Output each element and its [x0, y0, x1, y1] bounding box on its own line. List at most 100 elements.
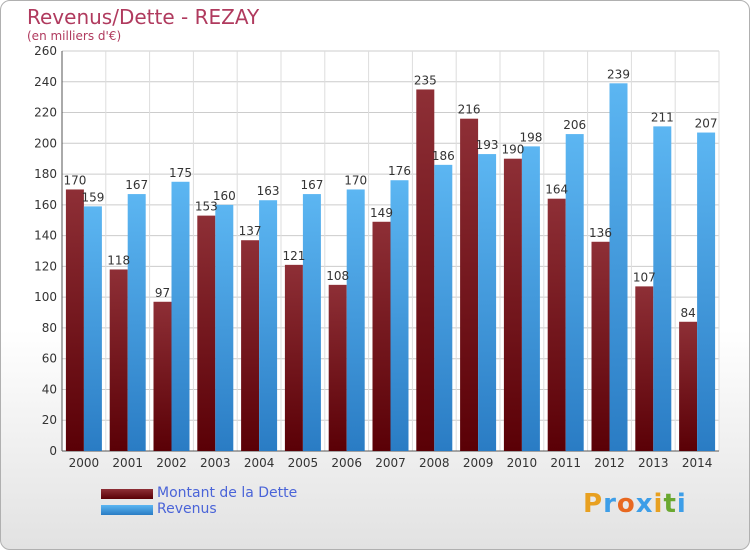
y-tick-label: 240 — [34, 75, 57, 89]
bar-revenus — [83, 206, 102, 451]
data-label-dette: 190 — [501, 143, 524, 157]
data-label-dette: 97 — [155, 286, 170, 300]
bar-dette — [460, 118, 479, 451]
chart-subtitle: (en milliers d'€) — [27, 29, 122, 43]
data-label-dette: 164 — [545, 183, 568, 197]
legend-label-revenus: Revenus — [157, 501, 217, 517]
y-tick-label: 260 — [34, 44, 57, 58]
bar-dette — [547, 198, 566, 451]
data-label-dette: 170 — [63, 173, 86, 187]
data-label-dette: 108 — [326, 269, 349, 283]
data-label-revenus: 163 — [257, 184, 280, 198]
data-label-revenus: 193 — [476, 138, 499, 152]
data-label-revenus: 206 — [563, 118, 586, 132]
data-label-dette: 235 — [414, 73, 437, 87]
y-tick-label: 20 — [42, 413, 57, 427]
logo-letter: t — [663, 489, 677, 519]
bar-dette — [635, 286, 654, 451]
bar-dette — [328, 284, 347, 451]
bar-revenus — [390, 180, 409, 451]
x-tick-label: 2000 — [69, 456, 100, 470]
data-label-dette: 136 — [589, 226, 612, 240]
bar-dette — [503, 158, 522, 451]
x-tick-label: 2013 — [638, 456, 669, 470]
data-label-dette: 118 — [107, 253, 130, 267]
bar-revenus — [609, 83, 628, 452]
x-tick-label: 2005 — [288, 456, 319, 470]
x-tick-label: 2003 — [200, 456, 231, 470]
x-tick-label: 2009 — [463, 456, 494, 470]
bar-dette — [416, 89, 435, 451]
data-label-revenus: 170 — [344, 173, 367, 187]
bar-dette — [197, 215, 216, 451]
data-label-dette: 216 — [458, 103, 481, 117]
y-tick-label: 100 — [34, 290, 57, 304]
logo-letter: i — [676, 489, 687, 519]
legend-label-dette: Montant de la Dette — [157, 485, 298, 501]
data-label-revenus: 175 — [169, 166, 192, 180]
x-tick-label: 2002 — [156, 456, 187, 470]
bar-revenus — [653, 126, 672, 451]
data-label-revenus: 167 — [125, 178, 148, 192]
y-tick-label: 180 — [34, 167, 57, 181]
y-tick-label: 40 — [42, 382, 57, 396]
logo-letter: x — [635, 489, 654, 519]
x-tick-label: 2007 — [375, 456, 406, 470]
logo-letter: o — [616, 489, 636, 519]
y-tick-label: 220 — [34, 106, 57, 120]
data-label-dette: 153 — [195, 200, 218, 214]
data-label-revenus: 198 — [519, 130, 542, 144]
bar-revenus — [171, 181, 190, 451]
data-label-dette: 149 — [370, 206, 393, 220]
data-label-revenus: 207 — [695, 117, 718, 131]
bar-revenus — [302, 194, 321, 452]
x-tick-label: 2008 — [419, 456, 450, 470]
legend-swatch-dette — [101, 489, 153, 499]
bar-revenus — [127, 194, 146, 452]
data-label-revenus: 167 — [300, 178, 323, 192]
data-label-dette: 137 — [239, 224, 262, 238]
data-label-revenus: 176 — [388, 164, 411, 178]
bar-revenus — [478, 154, 497, 452]
bar-revenus — [565, 134, 584, 452]
x-tick-label: 2010 — [507, 456, 538, 470]
bar-dette — [284, 264, 303, 451]
data-label-revenus: 211 — [651, 110, 674, 124]
proxiti-logo: Proxiti — [583, 489, 687, 519]
bar-revenus — [434, 164, 453, 451]
logo-letter: r — [603, 489, 617, 519]
bar-revenus — [697, 132, 716, 452]
x-tick-label: 2011 — [550, 456, 581, 470]
data-label-revenus: 186 — [432, 149, 455, 163]
x-tick-label: 2004 — [244, 456, 275, 470]
bar-dette — [109, 269, 128, 451]
bar-dette — [591, 241, 610, 451]
data-label-revenus: 239 — [607, 67, 630, 81]
bar-dette — [65, 189, 84, 451]
logo-letter: P — [583, 489, 604, 519]
bar-revenus — [215, 204, 234, 451]
x-tick-label: 2006 — [331, 456, 362, 470]
data-label-dette: 84 — [680, 306, 695, 320]
chart-title: Revenus/Dette - REZAY — [27, 5, 260, 29]
y-tick-label: 0 — [49, 444, 57, 458]
y-tick-label: 60 — [42, 352, 57, 366]
logo-letter: i — [653, 489, 664, 519]
data-label-revenus: 160 — [213, 189, 236, 203]
bar-revenus — [259, 200, 278, 451]
bar-revenus — [346, 189, 365, 451]
x-tick-label: 2012 — [594, 456, 625, 470]
bar-revenus — [521, 146, 540, 451]
y-tick-label: 160 — [34, 198, 57, 212]
bar-dette — [372, 221, 391, 451]
x-tick-label: 2014 — [682, 456, 713, 470]
y-tick-label: 200 — [34, 136, 57, 150]
y-tick-label: 120 — [34, 259, 57, 273]
data-label-dette: 121 — [282, 249, 305, 263]
data-label-dette: 107 — [633, 270, 656, 284]
bar-dette — [241, 240, 260, 451]
y-tick-label: 140 — [34, 229, 57, 243]
bar-dette — [679, 321, 698, 451]
